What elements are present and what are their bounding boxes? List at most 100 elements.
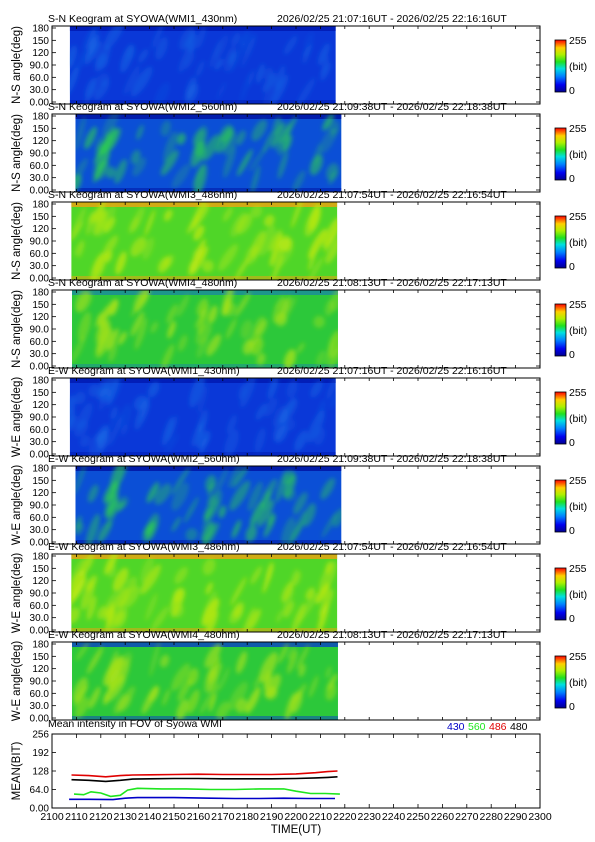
keogram-arc <box>221 290 234 316</box>
y-tick-label: 120 <box>32 136 49 147</box>
keogram-arc <box>262 76 278 104</box>
keogram-arc <box>216 81 227 100</box>
keogram-edge-band <box>75 114 342 119</box>
y-tick-label: 90.0 <box>30 237 50 248</box>
lineplot-y-tick-label: 192 <box>32 748 49 759</box>
keogram-arc <box>83 76 99 104</box>
keogram-arc <box>138 291 149 306</box>
keogram-arc <box>275 65 285 91</box>
keogram-arc <box>208 693 217 713</box>
keogram-arc <box>239 30 251 47</box>
colorbar-max-label: 255 <box>569 387 587 399</box>
keogram-arc <box>112 567 129 592</box>
keogram-arc <box>69 415 77 432</box>
colorbar-unit-label: (bit) <box>569 677 587 689</box>
y-tick-label: 120 <box>32 576 49 587</box>
lineplot-x-tick-label: 2190 <box>260 811 284 823</box>
keogram-arc <box>263 214 275 227</box>
keogram-arc <box>196 336 208 358</box>
keogram-arc <box>302 503 316 527</box>
keogram-arc <box>106 166 116 179</box>
keogram-arc <box>265 561 274 582</box>
series-line-486 <box>71 770 338 778</box>
y-tick-label: 30.0 <box>30 261 50 272</box>
keogram-arc <box>313 315 325 328</box>
lineplot-x-tick-label: 2230 <box>358 811 382 823</box>
keogram-arc <box>163 209 173 221</box>
keogram-arc <box>229 41 246 73</box>
keogram-edge-band <box>69 452 336 456</box>
lineplot-y-axis-label: MEAN(BIT) <box>11 741 23 800</box>
keogram-arc <box>183 496 199 524</box>
panel-title: S-N Keogram at SYOWA(WMI3_486nm) <box>48 189 237 201</box>
keogram-arc <box>208 305 218 324</box>
y-tick-label: 90.0 <box>30 325 50 336</box>
keogram-arc <box>160 150 179 176</box>
keogram-arc <box>96 428 110 456</box>
keogram-arc <box>277 150 288 180</box>
keogram-arc <box>244 32 256 56</box>
y-tick-label: 150 <box>32 36 49 47</box>
panel-title: S-N Keogram at SYOWA(WMI4_480nm) <box>48 277 237 289</box>
keogram-arc <box>205 582 213 595</box>
keogram-arc <box>171 482 189 511</box>
panel-time-range: 2026/02/25 21:07:54UT - 2026/02/25 22:16… <box>277 189 507 201</box>
keogram-arc <box>325 561 333 574</box>
keogram-arc <box>176 132 186 145</box>
keogram-arc <box>185 528 198 541</box>
keogram-arc <box>218 667 230 691</box>
keogram-arc <box>86 595 97 621</box>
keogram-arc <box>240 320 253 339</box>
keogram-arc <box>140 556 154 583</box>
colorbar-max-label: 255 <box>569 299 587 311</box>
keogram-arc <box>294 430 308 452</box>
lineplot-x-tick-label: 2160 <box>187 811 211 823</box>
keogram-arc <box>296 77 316 104</box>
keogram-arc <box>197 309 208 335</box>
y-tick-label: 30.0 <box>30 349 50 360</box>
keogram-arc <box>229 480 251 511</box>
keogram-arc <box>71 582 83 611</box>
keogram-arc <box>285 489 296 501</box>
keogram-arc <box>171 163 191 189</box>
lineplot-x-tick-label: 2220 <box>333 811 357 823</box>
panel-time-range: 2026/02/25 21:07:16UT - 2026/02/25 22:16… <box>277 365 507 377</box>
y-tick-label: 180 <box>32 376 49 387</box>
lineplot-y-tick-label: 128 <box>32 767 49 778</box>
keogram-arc <box>150 321 159 333</box>
y-axis-label: W-E angle(deg) <box>11 377 23 457</box>
keogram-arc <box>316 350 326 366</box>
keogram-arc <box>98 72 110 86</box>
y-tick-label: 90.0 <box>30 61 50 72</box>
keogram-arc <box>125 44 137 60</box>
keogram-arc <box>203 667 216 694</box>
y-tick-label: 90.0 <box>30 501 50 512</box>
keogram-arc <box>171 516 181 532</box>
series-line-480 <box>71 776 338 783</box>
keogram-arc <box>325 666 332 679</box>
keogram-arc <box>166 304 178 324</box>
y-tick-label: 120 <box>32 224 49 235</box>
keogram-arc <box>308 228 327 259</box>
keogram-arc <box>275 312 287 327</box>
keogram-arc <box>71 557 85 588</box>
keogram-arc <box>108 341 118 362</box>
keogram-arc <box>79 435 91 448</box>
keogram-arc <box>195 60 205 77</box>
keogram-arc <box>171 466 191 495</box>
keogram-arc <box>247 481 263 512</box>
lineplot-x-tick-label: 2180 <box>236 811 260 823</box>
keogram-texture <box>71 202 338 280</box>
panel-time-range: 2026/02/25 21:07:16UT - 2026/02/25 22:16… <box>277 13 507 25</box>
y-tick-label: 120 <box>32 400 49 411</box>
keogram-arc <box>170 588 184 618</box>
keogram-arc <box>251 119 268 141</box>
y-tick-label: 0.00 <box>30 538 50 549</box>
keogram-arc <box>321 512 337 538</box>
colorbar-max-label: 255 <box>569 475 587 487</box>
keogram-arc <box>264 674 281 698</box>
keogram-arc <box>69 67 79 95</box>
keogram-arc <box>304 208 321 237</box>
keogram-texture <box>72 290 338 368</box>
